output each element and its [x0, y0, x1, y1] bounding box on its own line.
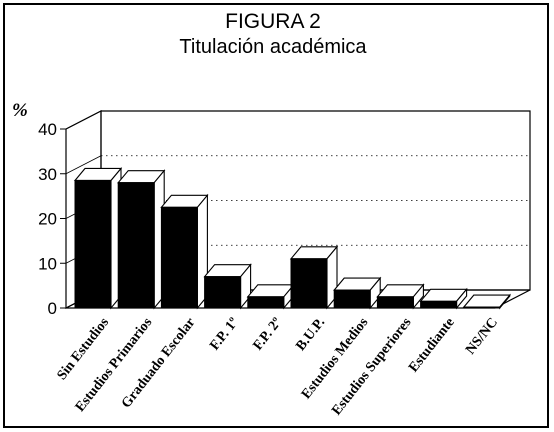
bar: [247, 296, 285, 309]
x-category-label: F.P. 2º: [251, 315, 286, 353]
bar: [204, 276, 242, 309]
x-category-label: Estudios Superiores: [329, 315, 415, 419]
chart-subtitle: Titulación académica: [179, 36, 367, 58]
y-tick-label: 40: [38, 120, 57, 139]
title-block: FIGURA 2 Titulación académica: [0, 10, 546, 60]
gridline-diagonal: [65, 110, 102, 130]
y-axis-label: %: [12, 100, 28, 121]
chart-title: FIGURA 2: [225, 10, 321, 33]
bar: [290, 258, 328, 309]
x-category-label: B.U.P.: [293, 315, 328, 354]
bar: [463, 306, 501, 309]
y-tick-label: 30: [38, 165, 57, 184]
bar: [160, 206, 198, 309]
x-category-label: NS/NC: [463, 315, 501, 357]
bar: [333, 289, 371, 309]
x-category-label: Estudios Primarios: [73, 315, 156, 415]
y-tick-label: 0: [48, 299, 57, 318]
bar-top: [462, 294, 511, 308]
y-tick-label: 10: [38, 254, 57, 273]
bar: [74, 179, 112, 309]
bar: [420, 300, 458, 309]
y-tick-label: 20: [38, 210, 57, 229]
x-category-label: F.P. 1º: [207, 315, 242, 353]
gridline-diagonal: [65, 155, 102, 175]
x-category-label: Graduado Escolar: [119, 315, 199, 411]
bar: [376, 296, 414, 309]
bar: [117, 182, 155, 309]
